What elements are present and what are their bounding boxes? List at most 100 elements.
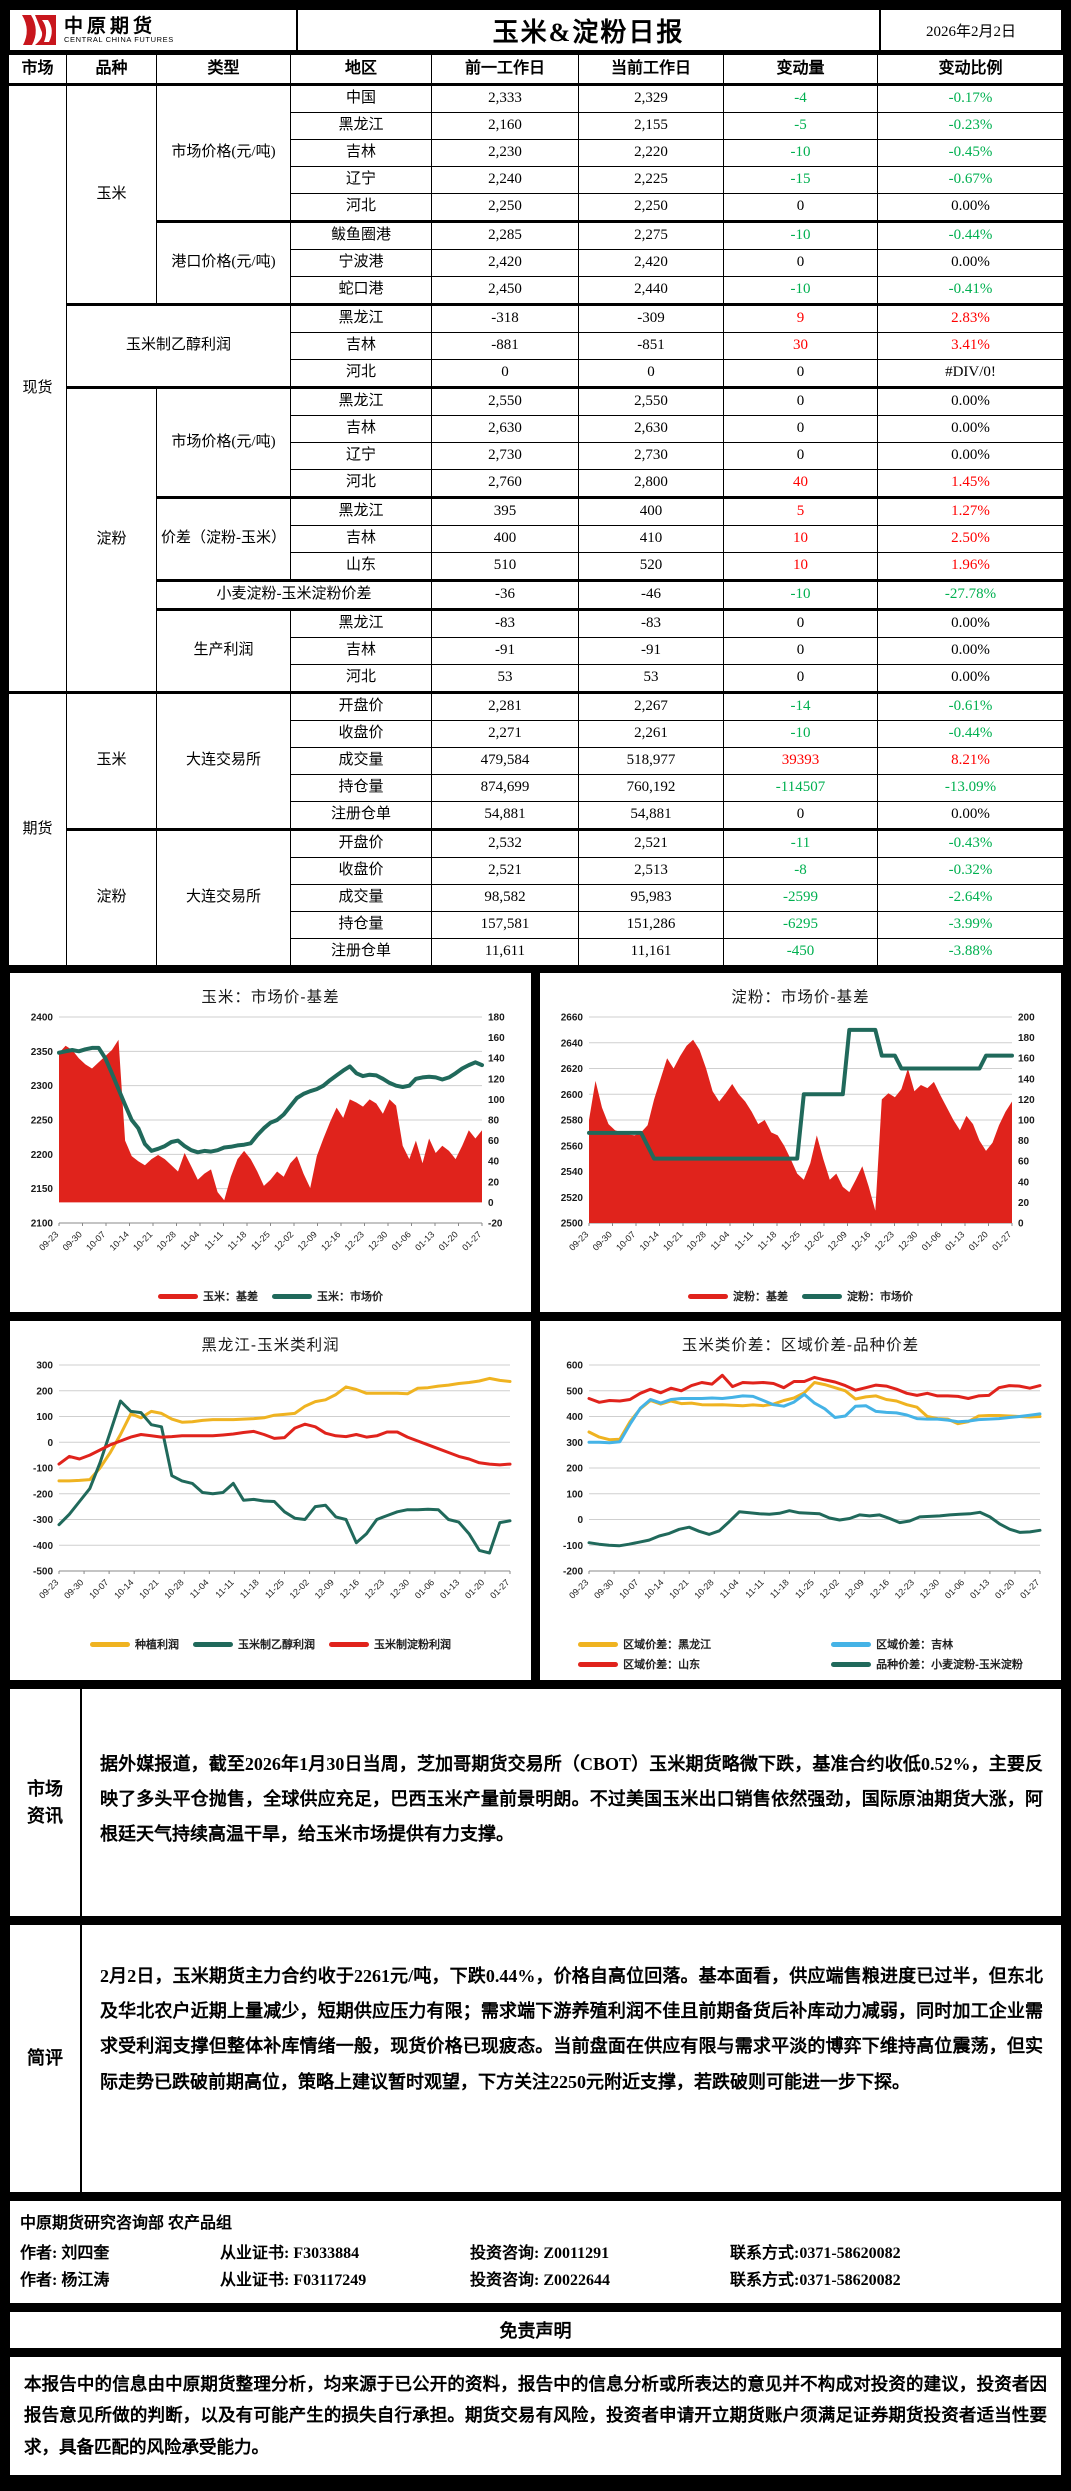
table-cell: -10 — [723, 720, 878, 748]
legend-label: 玉米制淀粉利润 — [374, 1639, 451, 1651]
table-cell: 吉林 — [290, 415, 432, 443]
table-cell: 760,192 — [578, 774, 724, 802]
legend-label: 种植利润 — [135, 1639, 179, 1651]
legend-swatch-icon — [578, 1641, 619, 1647]
table-cell: 0 — [723, 415, 878, 443]
svg-text:400: 400 — [566, 1412, 583, 1423]
legend-swatch-icon — [688, 1293, 728, 1299]
legend-swatch-icon — [831, 1641, 872, 1647]
table-cell: 0.00% — [877, 249, 1064, 277]
svg-text:12-09: 12-09 — [843, 1577, 866, 1600]
chart-legend: 玉米：基差 玉米：市场价 — [158, 1286, 383, 1308]
table-cell: 520 — [578, 552, 724, 581]
table-cell: -11 — [723, 828, 878, 858]
table-cell: 现货 — [8, 84, 67, 693]
table-row: 持仓量 874,699 760,192 -114507 -13.09% — [9, 774, 1064, 802]
table-cell: 中国 — [290, 84, 432, 113]
chart-0: 2100 2150 2200 2250 2300 2350 2400 -20 0 20 40 60 80… — [13, 1009, 528, 1286]
logo-text: 中原期货 CENTRAL CHINA FUTURES — [64, 17, 174, 44]
table-cell: 479,584 — [431, 747, 579, 775]
table-cell: -0.43% — [877, 828, 1064, 858]
svg-text:09-23: 09-23 — [37, 1577, 60, 1600]
table-cell: -4 — [723, 84, 878, 113]
svg-text:12-02: 12-02 — [818, 1577, 841, 1600]
table-cell: -0.17% — [877, 84, 1064, 113]
svg-text:120: 120 — [488, 1074, 505, 1085]
table-cell: -2.64% — [877, 884, 1064, 912]
table-cell: #DIV/0! — [877, 359, 1064, 388]
table-cell: 3.41% — [877, 332, 1064, 360]
table-cell: 成交量 — [290, 884, 432, 912]
svg-text:10-07: 10-07 — [87, 1577, 110, 1600]
table-cell: 吉林 — [290, 139, 432, 167]
svg-text:09-23: 09-23 — [567, 1577, 590, 1600]
table-cell: -36 — [431, 579, 579, 610]
table-cell: 2,281 — [431, 691, 579, 721]
table-cell: 2,800 — [578, 469, 724, 498]
table-cell: 2,220 — [578, 139, 724, 167]
footer-contacts: 中原期货研究咨询部 农产品组 作者: 刘四奎 从业证书: F3033884 投资… — [8, 2198, 1063, 2305]
table-cell: 市场价格(元/吨) — [156, 386, 291, 498]
table-cell: 30 — [723, 332, 878, 360]
table-cell: 53 — [431, 664, 579, 693]
table-cell: -46 — [578, 579, 724, 610]
svg-text:2620: 2620 — [561, 1064, 584, 1075]
table-cell: -83 — [578, 608, 724, 638]
svg-text:01-13: 01-13 — [968, 1577, 991, 1600]
svg-text:-200: -200 — [33, 1489, 53, 1500]
table-cell: 黑龙江 — [290, 303, 432, 333]
table-cell: 开盘价 — [290, 691, 432, 721]
table-cell: 0 — [723, 249, 878, 277]
chart-1: 2500 2520 2540 2560 2580 2600 2620 2640 2660 0 20 4… — [543, 1009, 1058, 1286]
table-cell: 10 — [723, 525, 878, 553]
legend-item: 玉米：市场价 — [272, 1288, 383, 1304]
table-cell: 2,230 — [431, 139, 579, 167]
svg-text:01-06: 01-06 — [413, 1577, 436, 1600]
report-title: 玉米&淀粉日报 — [298, 10, 881, 50]
table-cell: -309 — [578, 303, 724, 333]
market-info-label-text: 市场资讯 — [26, 1778, 63, 1826]
table-cell: -0.44% — [877, 220, 1064, 250]
svg-text:100: 100 — [1018, 1116, 1035, 1127]
chart-corn-spreads: 玉米类价差：区域价差-品种价差 -200 -100 0 100 200 300 400 500… — [538, 1319, 1063, 1682]
table-cell: 河北 — [290, 193, 432, 222]
table-row: 成交量 479,584 518,977 39393 8.21% — [9, 747, 1064, 775]
table-cell: 吉林 — [290, 525, 432, 553]
table-cell: -91 — [431, 637, 579, 665]
table-cell: -14 — [723, 691, 878, 721]
table-cell: 山东 — [290, 552, 432, 581]
svg-text:11-11: 11-11 — [203, 1229, 225, 1251]
table-cell: 0.00% — [877, 637, 1064, 665]
svg-text:10-21: 10-21 — [131, 1229, 154, 1252]
svg-text:2660: 2660 — [561, 1013, 584, 1024]
svg-text:2250: 2250 — [31, 1116, 54, 1127]
table-cell: -27.78% — [877, 579, 1064, 610]
department-line: 中原期货研究咨询部 农产品组 — [20, 2214, 233, 2232]
table-cell: 0.00% — [877, 415, 1064, 443]
commentary-text: 2月2日，玉米期货主力合约收于2261元/吨，下跌0.44%，价格自高位回落。基… — [100, 1966, 1043, 2092]
svg-text:12-02: 12-02 — [288, 1577, 311, 1600]
table-cell: -10 — [723, 139, 878, 167]
svg-text:12-16: 12-16 — [868, 1577, 891, 1600]
legend-label: 区域价差：黑龙江 — [623, 1639, 712, 1651]
logo-name-en: CENTRAL CHINA FUTURES — [64, 34, 174, 44]
commentary-label-text: 简评 — [26, 2047, 63, 2068]
table-cell: 玉米 — [66, 84, 157, 305]
market-info-label: 市场资讯 — [10, 1689, 82, 1917]
table-cell: 95,983 — [578, 884, 724, 912]
table-cell: -450 — [723, 938, 878, 966]
table-cell: 成交量 — [290, 747, 432, 775]
table-cell: 874,699 — [431, 774, 579, 802]
table-cell: 0.00% — [877, 193, 1064, 222]
table-cell: 395 — [431, 496, 579, 526]
table-cell: 2,420 — [431, 249, 579, 277]
table-cell: 持仓量 — [290, 774, 432, 802]
table-cell: 2,267 — [578, 691, 724, 721]
svg-text:120: 120 — [1018, 1095, 1035, 1106]
legend-item: 淀粉：基差 — [688, 1288, 788, 1304]
table-cell: 鲅鱼圈港 — [290, 220, 432, 250]
svg-text:160: 160 — [1018, 1054, 1035, 1065]
table-cell: 宁波港 — [290, 249, 432, 277]
svg-text:12-16: 12-16 — [319, 1229, 342, 1252]
column-header: 当前工作日 — [578, 54, 724, 86]
